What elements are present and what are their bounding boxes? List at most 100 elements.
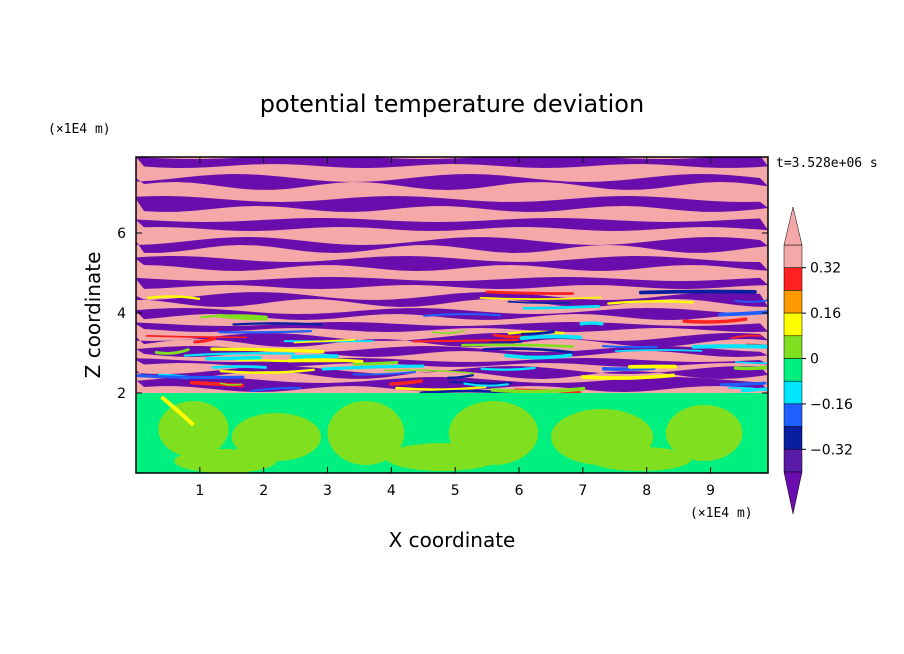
colorbar-band bbox=[783, 335, 803, 359]
turbulent-filament bbox=[740, 387, 768, 393]
turbulent-filament bbox=[145, 334, 247, 339]
turbulent-filament bbox=[200, 314, 268, 319]
turbulent-filament bbox=[146, 295, 201, 300]
x-tick-label: 3 bbox=[323, 483, 332, 499]
turbulent-filament bbox=[614, 349, 703, 353]
lower-layer-blob bbox=[231, 413, 322, 461]
colorbar-over-arrow bbox=[783, 206, 803, 246]
chart-title: potential temperature deviation bbox=[260, 90, 644, 118]
x-tick-label: 9 bbox=[706, 483, 715, 499]
turbulent-filament bbox=[638, 289, 757, 295]
colorbar-tick-label: 0.16 bbox=[810, 306, 841, 322]
x-tick-label: 8 bbox=[642, 483, 651, 499]
y-axis-unit: (×1E4 m) bbox=[48, 122, 111, 137]
turbulent-filament bbox=[579, 321, 604, 326]
lower-layer-blob bbox=[174, 449, 277, 473]
x-tick-label: 7 bbox=[578, 483, 587, 499]
colorbar-band bbox=[783, 358, 803, 382]
lower-layer-blob bbox=[384, 443, 500, 471]
turbulent-filament bbox=[490, 386, 586, 394]
colorbar-tick-label: −0.32 bbox=[810, 442, 853, 458]
turbulent-filament bbox=[691, 344, 768, 349]
turbulent-filament bbox=[482, 347, 573, 354]
x-axis-unit: (×1E4 m) bbox=[690, 506, 753, 521]
colorbar-band bbox=[783, 267, 803, 291]
turbulent-filament bbox=[352, 360, 399, 366]
turbulent-filament bbox=[232, 322, 323, 326]
stripe-band bbox=[136, 157, 768, 168]
colorbar-band bbox=[783, 290, 803, 314]
colorbar-band bbox=[783, 449, 803, 473]
turbulent-filament bbox=[193, 337, 216, 344]
colorbar-band bbox=[783, 312, 803, 337]
turbulent-filament bbox=[734, 299, 768, 303]
x-axis: 1 2 3 4 5 6 7 8 9 bbox=[195, 157, 715, 499]
colorbar-tick-label: −0.16 bbox=[810, 397, 853, 413]
turbulent-filament bbox=[461, 343, 574, 348]
lower-layer-blob bbox=[665, 405, 743, 461]
y-tick-label: 4 bbox=[117, 306, 126, 322]
turbulent-filament bbox=[287, 358, 364, 363]
turbulent-filament bbox=[485, 290, 574, 295]
stripe-band bbox=[136, 277, 768, 289]
turbulent-filament bbox=[448, 380, 513, 385]
turbulent-filament bbox=[211, 365, 267, 369]
turbulent-filament bbox=[480, 366, 536, 371]
turbulent-filament bbox=[734, 361, 768, 364]
turbulent-filament bbox=[733, 365, 768, 371]
turbulent-filament bbox=[183, 352, 296, 357]
turbulent-filament bbox=[383, 369, 475, 375]
turbulent-filament bbox=[154, 348, 190, 355]
x-tick-label: 1 bbox=[195, 483, 204, 499]
y-tick-label: 6 bbox=[117, 226, 126, 242]
turbulent-filament bbox=[522, 304, 600, 310]
turbulent-filament bbox=[290, 354, 339, 360]
x-tick-label: 5 bbox=[451, 483, 460, 499]
turbulent-filament bbox=[520, 330, 555, 336]
plot-frame bbox=[135, 156, 769, 474]
turbulent-filament bbox=[601, 344, 658, 349]
turbulent-filament bbox=[519, 334, 582, 341]
x-tick-label: 6 bbox=[515, 483, 524, 499]
time-label: t=3.528e+06 s bbox=[776, 156, 878, 171]
turbulent-filament bbox=[682, 317, 748, 324]
stripe-band bbox=[136, 196, 768, 212]
colorbar-band bbox=[783, 380, 803, 405]
turbulent-filament bbox=[293, 338, 356, 344]
turbulent-filament bbox=[719, 381, 767, 387]
x-axis-label: X coordinate bbox=[389, 528, 516, 552]
colorbar-band bbox=[783, 426, 803, 450]
turbulent-filament bbox=[504, 353, 573, 360]
turbulent-filament bbox=[218, 329, 313, 334]
turbulent-filament bbox=[581, 373, 676, 380]
colorbar-tick-label: 0 bbox=[810, 352, 819, 368]
turbulent-filament bbox=[718, 310, 768, 317]
y-axis-label: Z coordinate bbox=[81, 252, 105, 379]
turbulent-filament bbox=[423, 313, 502, 317]
turbulent-filament bbox=[136, 374, 245, 379]
stripe-band bbox=[136, 366, 768, 379]
stripe-band bbox=[136, 237, 768, 253]
turbulent-filament bbox=[395, 385, 487, 391]
stripe-band bbox=[136, 174, 768, 190]
turbulent-filament bbox=[447, 374, 474, 380]
x-tick-label: 2 bbox=[259, 483, 268, 499]
turbulent-filament bbox=[731, 334, 762, 340]
colorbar-band bbox=[783, 403, 803, 427]
y-tick-label: 2 bbox=[117, 386, 126, 402]
turbulent-filament bbox=[507, 300, 571, 304]
turbulent-filament bbox=[210, 347, 325, 354]
turbulent-filament bbox=[250, 387, 302, 393]
stripe-band bbox=[136, 218, 768, 231]
turbulent-filament bbox=[389, 379, 423, 386]
turbulent-filament bbox=[219, 368, 315, 374]
colorbar: 0.32 0.16 0 −0.16 −0.32 bbox=[783, 206, 853, 515]
x-tick-label: 4 bbox=[387, 483, 396, 499]
lower-layer-filament bbox=[160, 395, 195, 427]
colorbar-band bbox=[783, 244, 803, 268]
turbulent-filament bbox=[431, 329, 466, 334]
turbulent-filament bbox=[321, 364, 425, 371]
turbulent-filament bbox=[607, 300, 695, 305]
